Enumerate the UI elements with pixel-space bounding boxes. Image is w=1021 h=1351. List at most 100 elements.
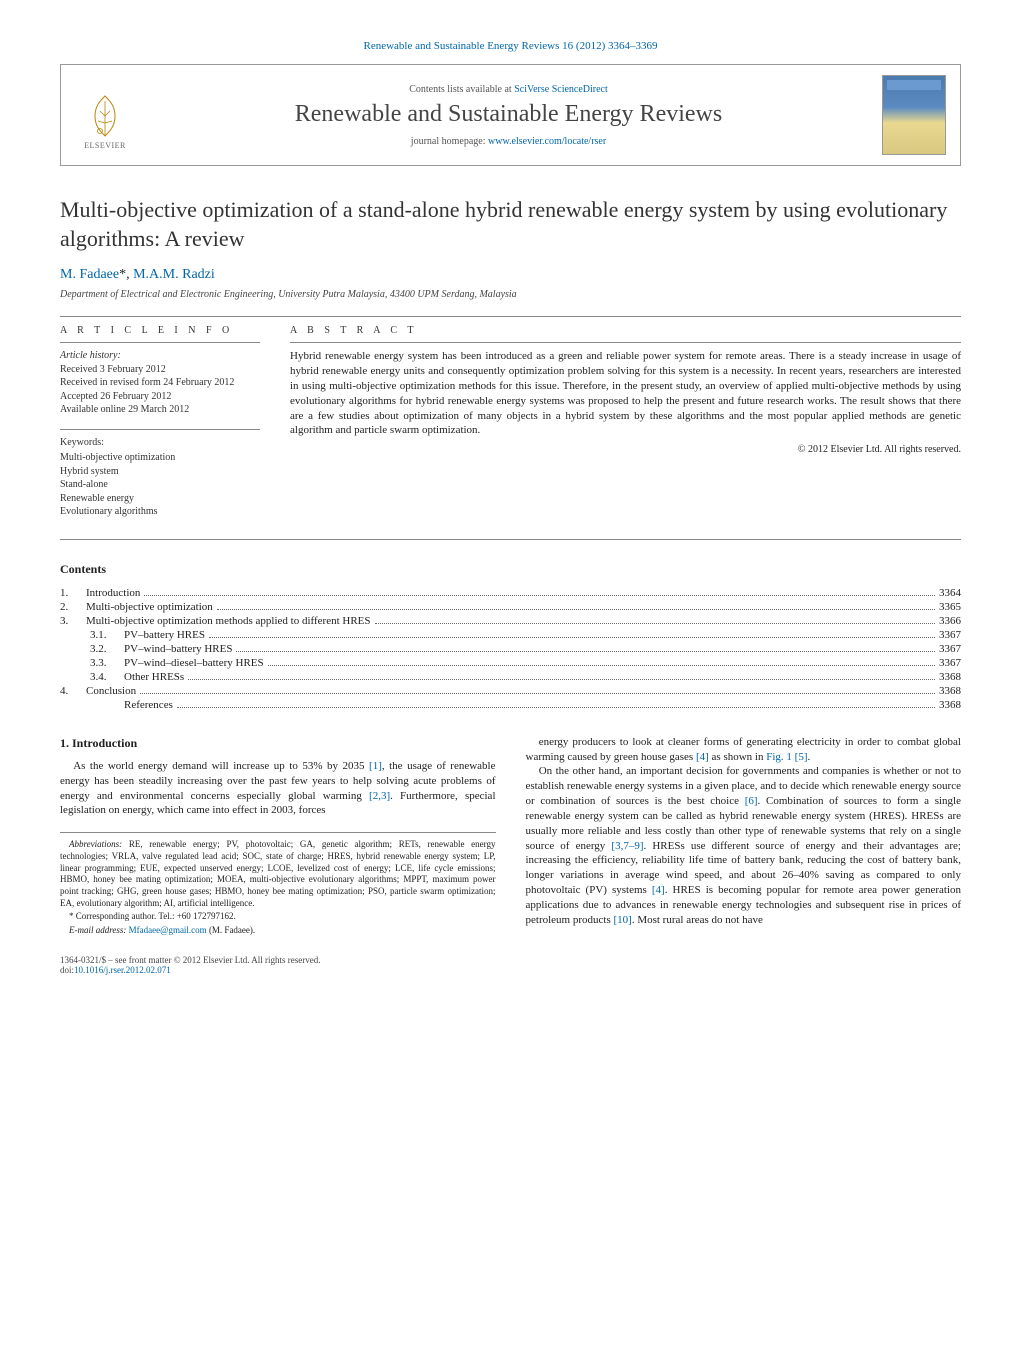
ref-link[interactable]: [4] [652, 884, 665, 896]
top-citation: Renewable and Sustainable Energy Reviews… [60, 40, 961, 52]
doi-line: doi:10.1016/j.rser.2012.02.071 [60, 965, 321, 975]
toc-number: 3.2. [90, 643, 124, 655]
contents-prefix: Contents lists available at [409, 84, 514, 95]
body-paragraph: energy producers to look at cleaner form… [526, 735, 962, 765]
divider [60, 316, 961, 317]
toc-page: 3368 [939, 699, 961, 711]
article-title: Multi-objective optimization of a stand-… [60, 196, 961, 253]
toc-number: 2. [60, 601, 86, 613]
toc-leader-dots [236, 651, 935, 652]
body-two-column: 1. Introduction As the world energy dema… [60, 735, 961, 937]
history-label: Article history: [60, 349, 260, 363]
toc-row[interactable]: 2.Multi-objective optimization 3365 [60, 601, 961, 613]
history-accepted: Accepted 26 February 2012 [60, 390, 260, 404]
page-footer: 1364-0321/$ – see front matter © 2012 El… [60, 955, 961, 975]
sciencedirect-link[interactable]: SciVerse ScienceDirect [514, 84, 608, 95]
homepage-prefix: journal homepage: [411, 136, 488, 147]
abstract-copyright: © 2012 Elsevier Ltd. All rights reserved… [290, 444, 961, 455]
journal-homepage-line: journal homepage: www.elsevier.com/locat… [149, 136, 868, 147]
toc-row[interactable]: 4.Conclusion 3368 [60, 685, 961, 697]
abstract-column: a b s t r a c t Hybrid renewable energy … [290, 325, 961, 531]
contents-title: Contents [60, 562, 961, 577]
toc-label: PV–wind–battery HRES [124, 643, 232, 655]
toc-number: 3.4. [90, 671, 124, 683]
divider [60, 539, 961, 540]
keyword: Evolutionary algorithms [60, 505, 260, 519]
toc-number: 1. [60, 587, 86, 599]
elsevier-tree-icon [80, 91, 130, 141]
abstract-body: Hybrid renewable energy system has been … [290, 342, 961, 438]
ref-link[interactable]: [4] [696, 751, 709, 763]
toc-leader-dots [209, 637, 935, 638]
toc-row[interactable]: References 3368 [60, 699, 961, 711]
ref-link[interactable]: [3,7–9] [611, 840, 643, 852]
ref-link[interactable]: [6] [745, 795, 758, 807]
toc-leader-dots [177, 707, 935, 708]
elsevier-logo: ELSEVIER [75, 80, 135, 150]
toc-label: Multi-objective optimization [86, 601, 213, 613]
keyword: Stand-alone [60, 478, 260, 492]
email-link[interactable]: Mfadaee@gmail.com [129, 925, 207, 935]
toc-page: 3367 [939, 657, 961, 669]
journal-name: Renewable and Sustainable Energy Reviews [149, 101, 868, 128]
toc-page: 3368 [939, 671, 961, 683]
toc-leader-dots [217, 609, 935, 610]
toc-page: 3366 [939, 615, 961, 627]
toc-page: 3368 [939, 685, 961, 697]
figure-link[interactable]: Fig. 1 [766, 751, 792, 763]
keyword: Renewable energy [60, 492, 260, 506]
citation-link[interactable]: Renewable and Sustainable Energy Reviews… [364, 40, 658, 52]
footnotes-block: Abbreviations: RE, renewable energy; PV,… [60, 832, 496, 937]
toc-leader-dots [140, 693, 935, 694]
author-1[interactable]: M. Fadaee [60, 267, 119, 282]
toc-row[interactable]: 1.Introduction 3364 [60, 587, 961, 599]
corresponding-author-footnote: * Corresponding author. Tel.: +60 172797… [60, 911, 496, 923]
doi-link[interactable]: 10.1016/j.rser.2012.02.071 [74, 965, 171, 975]
toc-page: 3365 [939, 601, 961, 613]
elsevier-logo-text: ELSEVIER [84, 141, 126, 150]
abstract-heading: a b s t r a c t [290, 325, 961, 336]
toc-label: Multi-objective optimization methods app… [86, 615, 371, 627]
abbreviations-footnote: Abbreviations: RE, renewable energy; PV,… [60, 839, 496, 909]
toc-row[interactable]: 3.4.Other HRESs3368 [60, 671, 961, 683]
toc-leader-dots [188, 679, 935, 680]
toc-label: References [124, 699, 173, 711]
contents-available-line: Contents lists available at SciVerse Sci… [149, 84, 868, 95]
section-1-heading: 1. Introduction [60, 735, 496, 751]
toc-row[interactable]: 3.Multi-objective optimization methods a… [60, 615, 961, 627]
toc-row[interactable]: 3.3.PV–wind–diesel–battery HRES 3367 [60, 657, 961, 669]
toc-page: 3367 [939, 629, 961, 641]
toc-page: 3367 [939, 643, 961, 655]
article-info-heading: a r t i c l e i n f o [60, 325, 260, 336]
toc-label: PV–wind–diesel–battery HRES [124, 657, 264, 669]
keyword: Multi-objective optimization [60, 451, 260, 465]
toc-label: PV–battery HRES [124, 629, 205, 641]
toc-number: 4. [60, 685, 86, 697]
authors-line: M. Fadaee*, M.A.M. Radzi [60, 267, 961, 283]
toc-row[interactable]: 3.1.PV–battery HRES 3367 [60, 629, 961, 641]
email-footnote: E-mail address: Mfadaee@gmail.com (M. Fa… [60, 925, 496, 937]
toc-label: Conclusion [86, 685, 136, 697]
history-revised: Received in revised form 24 February 201… [60, 376, 260, 390]
ref-link[interactable]: [5] [795, 751, 808, 763]
toc-number: 3.1. [90, 629, 124, 641]
ref-link[interactable]: [2,3] [369, 790, 390, 802]
toc-row[interactable]: 3.2.PV–wind–battery HRES 3367 [60, 643, 961, 655]
journal-header: ELSEVIER Contents lists available at Sci… [60, 64, 961, 166]
ref-link[interactable]: [10] [613, 914, 631, 926]
toc-label: Introduction [86, 587, 140, 599]
toc-number: 3.3. [90, 657, 124, 669]
ref-link[interactable]: [1] [369, 760, 382, 772]
journal-homepage-link[interactable]: www.elsevier.com/locate/rser [488, 136, 606, 147]
author-2[interactable]: M.A.M. Radzi [133, 267, 215, 282]
table-of-contents: Contents 1.Introduction 3364 2.Multi-objec… [60, 562, 961, 711]
toc-leader-dots [375, 623, 935, 624]
affiliation: Department of Electrical and Electronic … [60, 289, 961, 300]
toc-page: 3364 [939, 587, 961, 599]
body-paragraph: On the other hand, an important decision… [526, 764, 962, 927]
toc-leader-dots [144, 595, 935, 596]
body-paragraph: As the world energy demand will increase… [60, 759, 496, 818]
toc-number: 3. [60, 615, 86, 627]
keywords-label: Keywords: [60, 436, 260, 450]
history-received: Received 3 February 2012 [60, 363, 260, 377]
